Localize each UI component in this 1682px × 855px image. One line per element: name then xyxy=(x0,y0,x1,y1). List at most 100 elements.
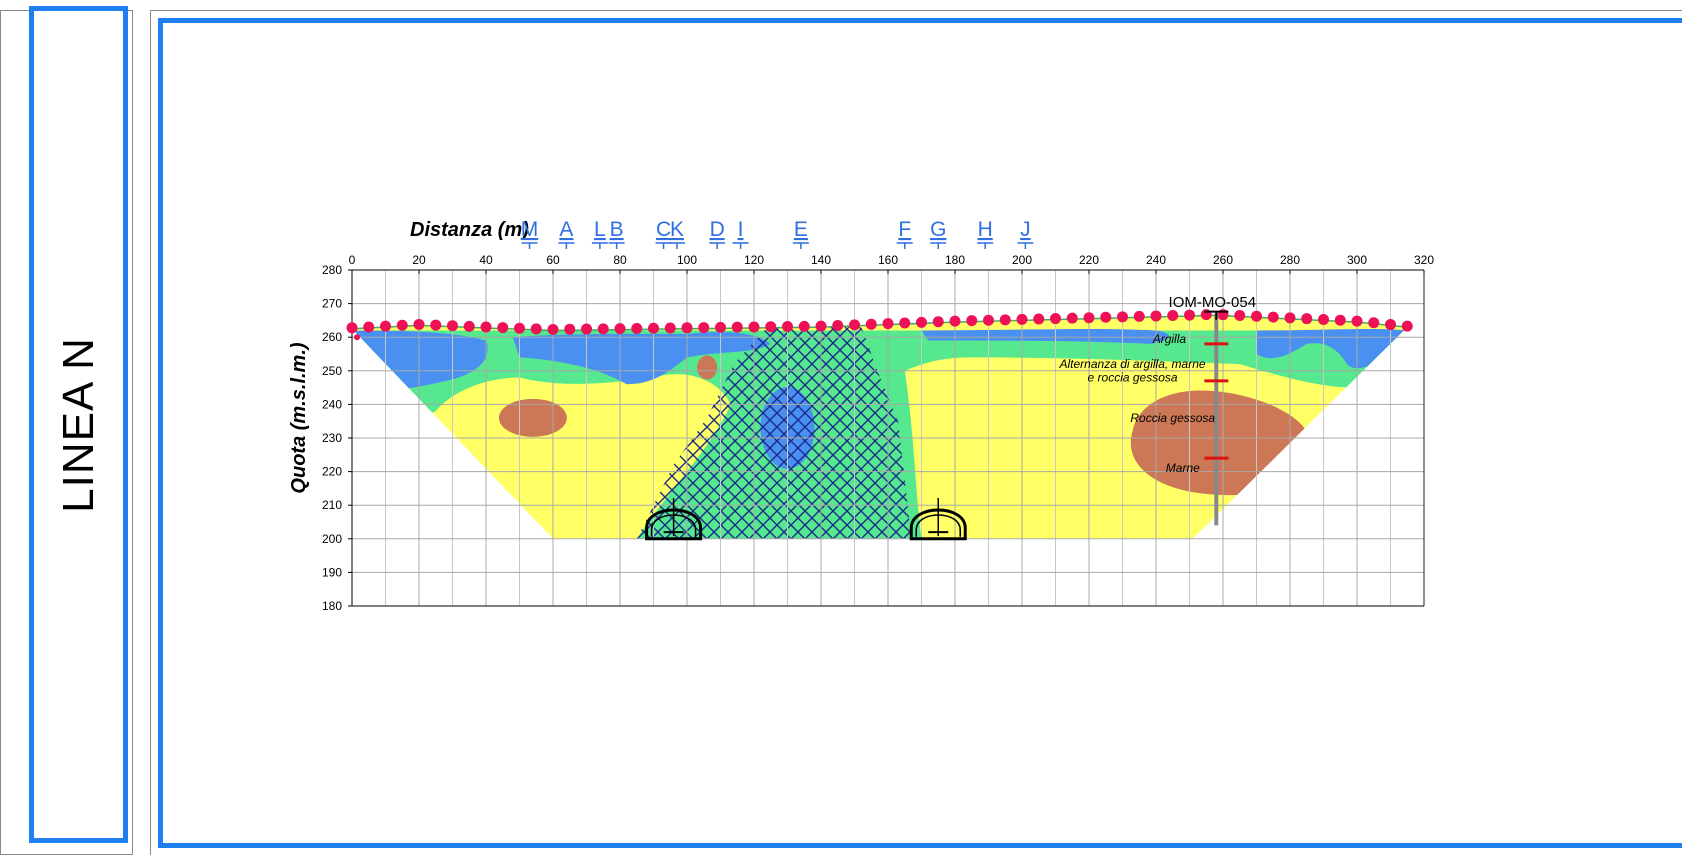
electrode-dot-10 xyxy=(514,323,525,334)
x-tick-label: 100 xyxy=(677,253,697,267)
electrode-dot-6 xyxy=(447,320,458,331)
electrode-dot-61 xyxy=(1368,317,1379,328)
y-tick-label: 190 xyxy=(322,565,342,579)
electrode-dot-18 xyxy=(648,323,659,334)
x-tick-label: 140 xyxy=(811,253,831,267)
y-tick-label: 230 xyxy=(322,431,342,445)
electrode-dot-22 xyxy=(715,322,726,333)
geology-label-alternanza-2: e roccia gessosa xyxy=(1088,371,1178,385)
electrode-dot-55 xyxy=(1268,312,1279,323)
electrode-dot-48 xyxy=(1151,310,1162,321)
y-tick-label: 240 xyxy=(322,397,342,411)
y-tick-label: 200 xyxy=(322,532,342,546)
electrode-dot-27 xyxy=(799,321,810,332)
profile-marker-m: M xyxy=(521,218,539,241)
electrode-dot-40 xyxy=(1017,314,1028,325)
electrode-dot-7 xyxy=(464,321,475,332)
electrode-dot-32 xyxy=(883,318,894,329)
electrode-dot-24 xyxy=(749,321,760,332)
electrode-dot-59 xyxy=(1335,315,1346,326)
profile-marker-g: G xyxy=(930,218,946,241)
electrode-dot-14 xyxy=(581,324,592,335)
brown-lens-small xyxy=(697,355,717,379)
geology-label-marne: Marne xyxy=(1166,461,1200,475)
electrode-dot-31 xyxy=(866,319,877,330)
electrode-dot-15 xyxy=(598,323,609,334)
x-tick-label: 300 xyxy=(1347,253,1367,267)
electrode-dot-8 xyxy=(481,321,492,332)
electrode-dot-37 xyxy=(966,315,977,326)
electrode-dot-11 xyxy=(531,323,542,334)
y-tick-label: 250 xyxy=(322,364,342,378)
x-tick-label: 260 xyxy=(1213,253,1233,267)
x-tick-label: 180 xyxy=(945,253,965,267)
x-tick-label: 40 xyxy=(479,253,493,267)
x-tick-label: 60 xyxy=(546,253,560,267)
electrode-dot-56 xyxy=(1285,312,1296,323)
profile-marker-f: F xyxy=(898,218,911,241)
x-axis-title: Distanza (m) xyxy=(410,219,529,241)
electrode-dot-19 xyxy=(665,323,676,334)
y-tick-label: 210 xyxy=(322,498,342,512)
electrode-dot-46 xyxy=(1117,311,1128,322)
electrode-dot-62 xyxy=(1385,319,1396,330)
electrode-dot-16 xyxy=(615,323,626,334)
electrode-dot-20 xyxy=(682,322,693,333)
electrode-dot-54 xyxy=(1251,311,1262,322)
electrode-dot-28 xyxy=(816,321,827,332)
electrode-dot-38 xyxy=(983,315,994,326)
electrode-dot-extra xyxy=(354,334,360,340)
electrode-dot-63 xyxy=(1402,321,1413,332)
profile-marker-l: L xyxy=(594,218,606,241)
x-tick-label: 160 xyxy=(878,253,898,267)
electrode-dot-2 xyxy=(380,321,391,332)
geology-label-argilla: Argilla xyxy=(1152,332,1187,346)
electrode-dot-50 xyxy=(1184,310,1195,321)
electrode-dot-44 xyxy=(1084,312,1095,323)
electrode-dot-0 xyxy=(347,322,358,333)
electrode-dot-42 xyxy=(1050,313,1061,324)
profile-marker-e: E xyxy=(794,218,808,241)
y-tick-label: 180 xyxy=(322,599,342,613)
electrode-dot-12 xyxy=(548,324,559,335)
electrode-dot-35 xyxy=(933,316,944,327)
electrode-dot-58 xyxy=(1318,314,1329,325)
electrode-dot-29 xyxy=(832,320,843,331)
electrode-dot-49 xyxy=(1167,310,1178,321)
electrode-dot-34 xyxy=(916,317,927,328)
y-tick-label: 270 xyxy=(322,297,342,311)
profile-marker-j: J xyxy=(1020,218,1031,241)
electrode-dot-30 xyxy=(849,319,860,330)
electrode-dot-41 xyxy=(1033,313,1044,324)
x-tick-label: 240 xyxy=(1146,253,1166,267)
profile-marker-d: D xyxy=(710,218,725,241)
electrode-dot-45 xyxy=(1100,312,1111,323)
electrode-dot-21 xyxy=(698,322,709,333)
profile-marker-b: B xyxy=(610,218,624,241)
profile-marker-h: H xyxy=(978,218,993,241)
profile-marker-a: A xyxy=(559,218,573,241)
x-tick-label: 280 xyxy=(1280,253,1300,267)
electrode-dot-1 xyxy=(363,321,374,332)
borehole-label: IOM-MO-054 xyxy=(1169,294,1257,311)
electrode-dot-13 xyxy=(564,324,575,335)
x-tick-label: 200 xyxy=(1012,253,1032,267)
electrode-dot-3 xyxy=(397,320,408,331)
electrode-dot-43 xyxy=(1067,313,1078,324)
electrode-dot-53 xyxy=(1234,310,1245,321)
electrode-dot-39 xyxy=(1000,314,1011,325)
electrode-dot-9 xyxy=(497,322,508,333)
x-tick-label: 20 xyxy=(412,253,426,267)
y-tick-label: 280 xyxy=(322,263,342,277)
electrode-dot-47 xyxy=(1134,311,1145,322)
electrode-dot-33 xyxy=(899,317,910,328)
electrode-dot-25 xyxy=(765,321,776,332)
electrode-dot-36 xyxy=(950,316,961,327)
y-tick-label: 260 xyxy=(322,330,342,344)
electrode-dot-23 xyxy=(732,322,743,333)
profile-marker-c: C xyxy=(656,218,671,241)
profile-marker-i: I xyxy=(738,218,744,241)
geology-label-alternanza-1: Alternanza di argilla, marne xyxy=(1059,357,1206,371)
electrode-dot-4 xyxy=(414,319,425,330)
